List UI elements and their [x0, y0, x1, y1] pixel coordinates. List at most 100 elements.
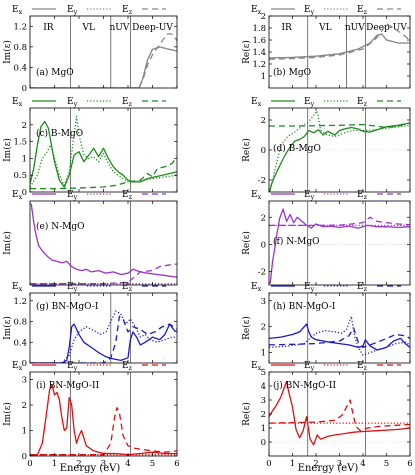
y-tick-label: 2	[261, 410, 266, 420]
y-tick-label: 0.5	[13, 171, 27, 181]
legend-label: Ey	[67, 97, 78, 108]
legend-subscript: z	[364, 100, 368, 108]
legend-subscript: y	[73, 193, 78, 201]
legend-subscript: z	[129, 100, 133, 108]
legend-subscript: y	[310, 285, 315, 293]
series-line-Ez	[269, 399, 410, 432]
legend-subscript: x	[19, 193, 23, 201]
y-tick-label: 1.2	[252, 60, 266, 70]
legend-label: Ey	[304, 282, 315, 293]
series-line-Ez	[30, 263, 177, 285]
series-line-Ez	[30, 406, 177, 456]
legend-label: Ex	[12, 97, 23, 108]
legend-subscript: y	[73, 285, 78, 293]
legend-subscript: z	[129, 193, 133, 201]
y-tick-label: 1.5	[13, 138, 27, 148]
series-line-Ex	[269, 381, 410, 446]
legend-subscript: z	[129, 285, 133, 293]
y-axis-label: Re(ε)	[241, 402, 252, 426]
y-tick-label: -2	[258, 267, 266, 277]
legend-subscript: z	[364, 8, 368, 16]
panel-8: Ex Ey Ez 0 1 2 3 4 5 6 0 1 2 3 Im(ε) (i) BN-MgO-II	[2, 361, 180, 469]
legend-subscript: z	[364, 285, 368, 293]
panel-label: (b) MgO	[273, 67, 311, 78]
y-axis-label: Re(ε)	[241, 138, 252, 162]
y-tick-label: 1.4	[252, 48, 266, 58]
legend-subscript: x	[19, 8, 23, 16]
y-tick-label: 1.8	[252, 24, 266, 34]
legend-subscript: x	[258, 100, 262, 108]
y-tick-label: 2	[22, 121, 27, 131]
legend-label: Ex	[12, 282, 23, 293]
y-axis-label: Im(ε)	[2, 402, 13, 426]
region-label: IR	[43, 23, 54, 33]
region-label: nUV	[345, 23, 365, 33]
y-axis-label: Re(ε)	[241, 316, 252, 340]
legend-label: Ex	[12, 361, 23, 372]
panel-label: (f) N-MgO	[273, 236, 320, 247]
legend-label: Ez	[357, 361, 368, 372]
panel-label: (c) B-MgO	[36, 128, 83, 139]
y-tick-label: 1	[261, 72, 266, 82]
legend-label: Ex	[12, 190, 23, 201]
y-axis-label: Im(ε)	[2, 231, 13, 255]
legend-label: Ex	[251, 5, 262, 16]
panel-label: (j) BN-MgO-II	[273, 380, 336, 391]
series-line-Ey	[270, 110, 410, 187]
legend-label: Ey	[67, 282, 78, 293]
y-tick-label: 1.6	[252, 36, 266, 46]
legend-label: Ey	[67, 5, 78, 16]
y-axis-label: Re(ε)	[241, 40, 252, 64]
legend-subscript: x	[19, 100, 23, 108]
legend-label: Ex	[251, 361, 262, 372]
y-tick-label: 1	[261, 424, 266, 434]
legend-label: Ey	[67, 190, 78, 201]
legend-label: Ex	[251, 190, 262, 201]
legend-label: Ez	[122, 97, 133, 108]
series-line-Ez	[30, 315, 177, 363]
x-tick-label: 5	[150, 459, 155, 469]
y-tick-label: 1	[22, 154, 27, 164]
y-tick-label: 1.2	[13, 22, 27, 32]
series-line-Ex	[30, 323, 177, 363]
y-tick-label: -2	[258, 176, 266, 186]
x-tick-label: 6	[174, 459, 179, 469]
legend-subscript: x	[258, 8, 262, 16]
region-label: Deep-UV	[366, 23, 407, 33]
y-tick-label: 0	[22, 84, 27, 94]
panel-6: Ex Ey Ez 0 0.4 0.8 1.2Im(ε) (g) BN-MgO-I	[2, 282, 178, 369]
y-tick-label: 2	[261, 116, 266, 126]
panel-1: Ex Ey Ez IR VL nUV Deep-UV 1 1.2 1.4 1.6 1.8 2 Re(ε) (…	[241, 5, 411, 89]
y-tick-label: 0	[22, 359, 27, 369]
x-tick-label: 6	[407, 459, 412, 469]
y-tick-label: 1	[261, 349, 266, 359]
region-label: VL	[82, 23, 95, 33]
series-line-Ey	[269, 315, 410, 356]
x-tick-label: 2	[313, 459, 318, 469]
legend-label: Ez	[357, 5, 368, 16]
legend-label: Ez	[122, 5, 133, 16]
y-tick-label: 0	[261, 146, 266, 156]
panel-4: Ex Ey Ez Im(ε) (e) N-MgO	[2, 190, 178, 286]
legend-label: Ez	[122, 361, 133, 372]
series-line-Ez	[30, 33, 177, 88]
series-line-Ey	[30, 310, 177, 363]
panel-5: Ex Ey Ez -2 0 2 Re(ε) (f) N-MgO	[241, 190, 411, 286]
legend-subscript: x	[19, 364, 23, 372]
y-tick-label: 3	[261, 297, 266, 307]
y-axis-label: Re(ε)	[241, 231, 252, 255]
series-line-Ex	[30, 203, 177, 278]
series-line-Ex	[30, 384, 177, 456]
y-tick-label: 0.8	[13, 43, 27, 53]
panel-2: Ex Ey Ez 0 0.5 1 1.5 2 Im(ε) (c) B-MgO	[2, 97, 178, 198]
legend-label: Ey	[304, 97, 315, 108]
legend-subscript: z	[364, 193, 368, 201]
x-tick-label: 0	[266, 459, 271, 469]
y-tick-label: 2	[22, 401, 27, 411]
legend-subscript: z	[129, 8, 133, 16]
x-axis-label-right: Energy (eV)	[298, 463, 359, 474]
y-axis-label: Im(ε)	[2, 316, 13, 340]
x-tick-label: 5	[384, 459, 389, 469]
legend-label: Ez	[122, 190, 133, 201]
x-tick-label: 4	[360, 459, 365, 469]
